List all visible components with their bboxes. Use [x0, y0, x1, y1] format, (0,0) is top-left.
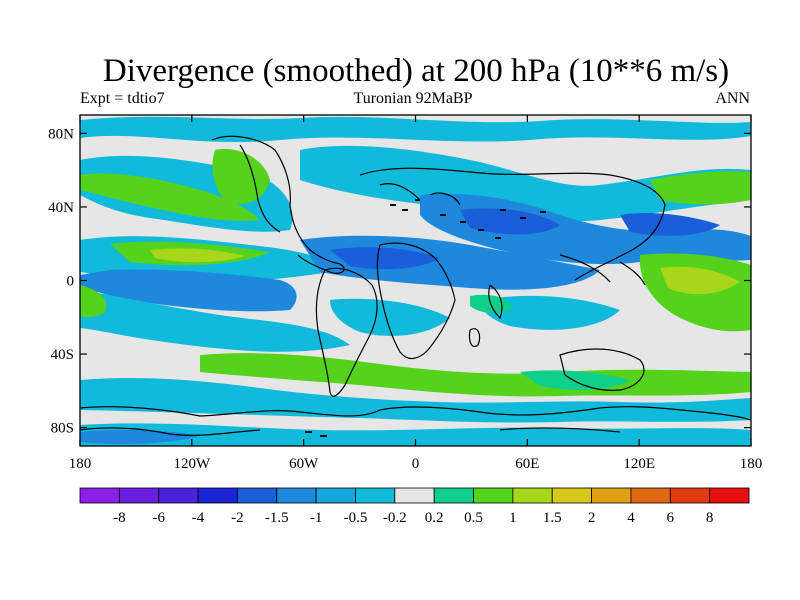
colorbar-label: -8 [113, 510, 126, 526]
coastline-western-interior [239, 144, 281, 233]
coastline-india [488, 284, 503, 320]
lon-tick-label: 0 [412, 456, 420, 472]
lon-tick-label: 60E [515, 456, 539, 472]
lat-tick-label: 0 [67, 274, 75, 290]
colorbar-swatch [355, 487, 396, 504]
colorbar-swatch [551, 487, 592, 504]
lat-tick-label: 80N [48, 126, 74, 142]
coastline-africa [376, 242, 456, 360]
contour-band-tropical-dark [330, 247, 440, 270]
colorbar-label: 6 [667, 510, 675, 526]
contour-band-north-pacific-green [80, 173, 260, 221]
colorbar-swatch [709, 487, 750, 504]
colorbar-swatch [669, 487, 711, 504]
lon-tick-label: 180 [69, 456, 92, 472]
lat-tick-label: 40S [51, 347, 74, 363]
lon-tick-label: 120W [173, 456, 211, 472]
period-label: Turonian 92MaBP [353, 90, 473, 107]
colorbar-swatch [512, 487, 553, 504]
contour-band-southern-ocean-blue [80, 377, 751, 423]
colorbar-label: -4 [192, 510, 205, 526]
season-label: ANN [715, 90, 750, 107]
coastline-north-america [211, 135, 345, 274]
contour-field [80, 115, 751, 446]
colorbar-label: 4 [627, 510, 635, 526]
coastline-europe-islands [379, 183, 461, 206]
colorbar-label: -1.5 [265, 510, 289, 526]
map-axes: 180 120W 60W 0 60E 120E 180 80N 40N 0 40S 80S [48, 115, 762, 472]
colorbar: -8 -6 -4 -2 -1.5 -1 -0.5 -0.2 0.2 0.5 1 1.5 2 4 6 8 [79, 487, 750, 526]
contour-band-west-pacific-green [80, 285, 107, 318]
coastlines [80, 135, 751, 436]
coastline-antarctic-shelf [80, 427, 621, 436]
colorbar-swatch [394, 487, 435, 504]
lon-tick-label: 60W [289, 456, 319, 472]
colorbar-label: 0.2 [425, 510, 444, 526]
colorbar-swatch [197, 487, 238, 504]
colorbar-swatch [315, 487, 356, 504]
coastline-madagascar [468, 328, 481, 348]
colorbar-label: -2 [231, 510, 244, 526]
colorbar-label: -0.2 [383, 510, 407, 526]
colorbar-label: 8 [706, 510, 714, 526]
coastline-antarctica [80, 406, 751, 421]
contour-band-north-atlantic [300, 145, 751, 222]
coastline-southeast-asia [559, 254, 646, 286]
chart-title: Divergence (smoothed) at 200 hPa (10**6 … [102, 53, 730, 89]
contour-band-southern-ocean-teal [520, 370, 630, 390]
experiment-label: Expt = tdtio7 [80, 90, 165, 107]
contour-band-arctic [80, 116, 751, 143]
lat-tick-label: 40N [48, 200, 74, 216]
contour-band-south-pacific [80, 269, 297, 312]
colorbar-swatch [158, 487, 199, 504]
coastline-eurasia [359, 167, 666, 281]
colorbar-swatch [118, 487, 160, 504]
colorbar-swatch [473, 487, 514, 504]
colorbar-label: 0.5 [464, 510, 483, 526]
lon-tick-label: 120E [623, 456, 655, 472]
colorbar-swatch [630, 487, 671, 504]
colorbar-label: -6 [152, 510, 165, 526]
contour-band-ne-pacific-green [650, 171, 751, 205]
contour-band-east-pacific-yellow [660, 266, 740, 295]
island-markers [305, 199, 546, 437]
contour-band-north-america-green [212, 149, 270, 204]
colorbar-swatch [591, 487, 632, 504]
contour-band-africa-blue [330, 298, 450, 336]
contour-band-east-asia [620, 213, 720, 236]
colorbar-label: -0.5 [344, 510, 368, 526]
contour-band-indian-blue [480, 295, 620, 330]
lon-tick-label: 180 [740, 456, 763, 472]
colorbar-swatch [79, 487, 120, 504]
contour-band-tethys [460, 208, 560, 235]
lat-tick-label: 80S [51, 421, 74, 437]
colorbar-label: 1.5 [543, 510, 562, 526]
colorbar-label: 2 [588, 510, 596, 526]
colorbar-swatch [276, 487, 317, 504]
colorbar-label: 1 [509, 510, 517, 526]
colorbar-label: -1 [310, 510, 323, 526]
contour-band-equatorial-yellow [150, 248, 245, 263]
colorbar-swatch [433, 487, 474, 504]
coastline-south-america [315, 267, 378, 397]
coastline-australia [559, 348, 645, 391]
contour-band-south-pacific-light [80, 290, 350, 352]
colorbar-swatch [237, 487, 278, 504]
